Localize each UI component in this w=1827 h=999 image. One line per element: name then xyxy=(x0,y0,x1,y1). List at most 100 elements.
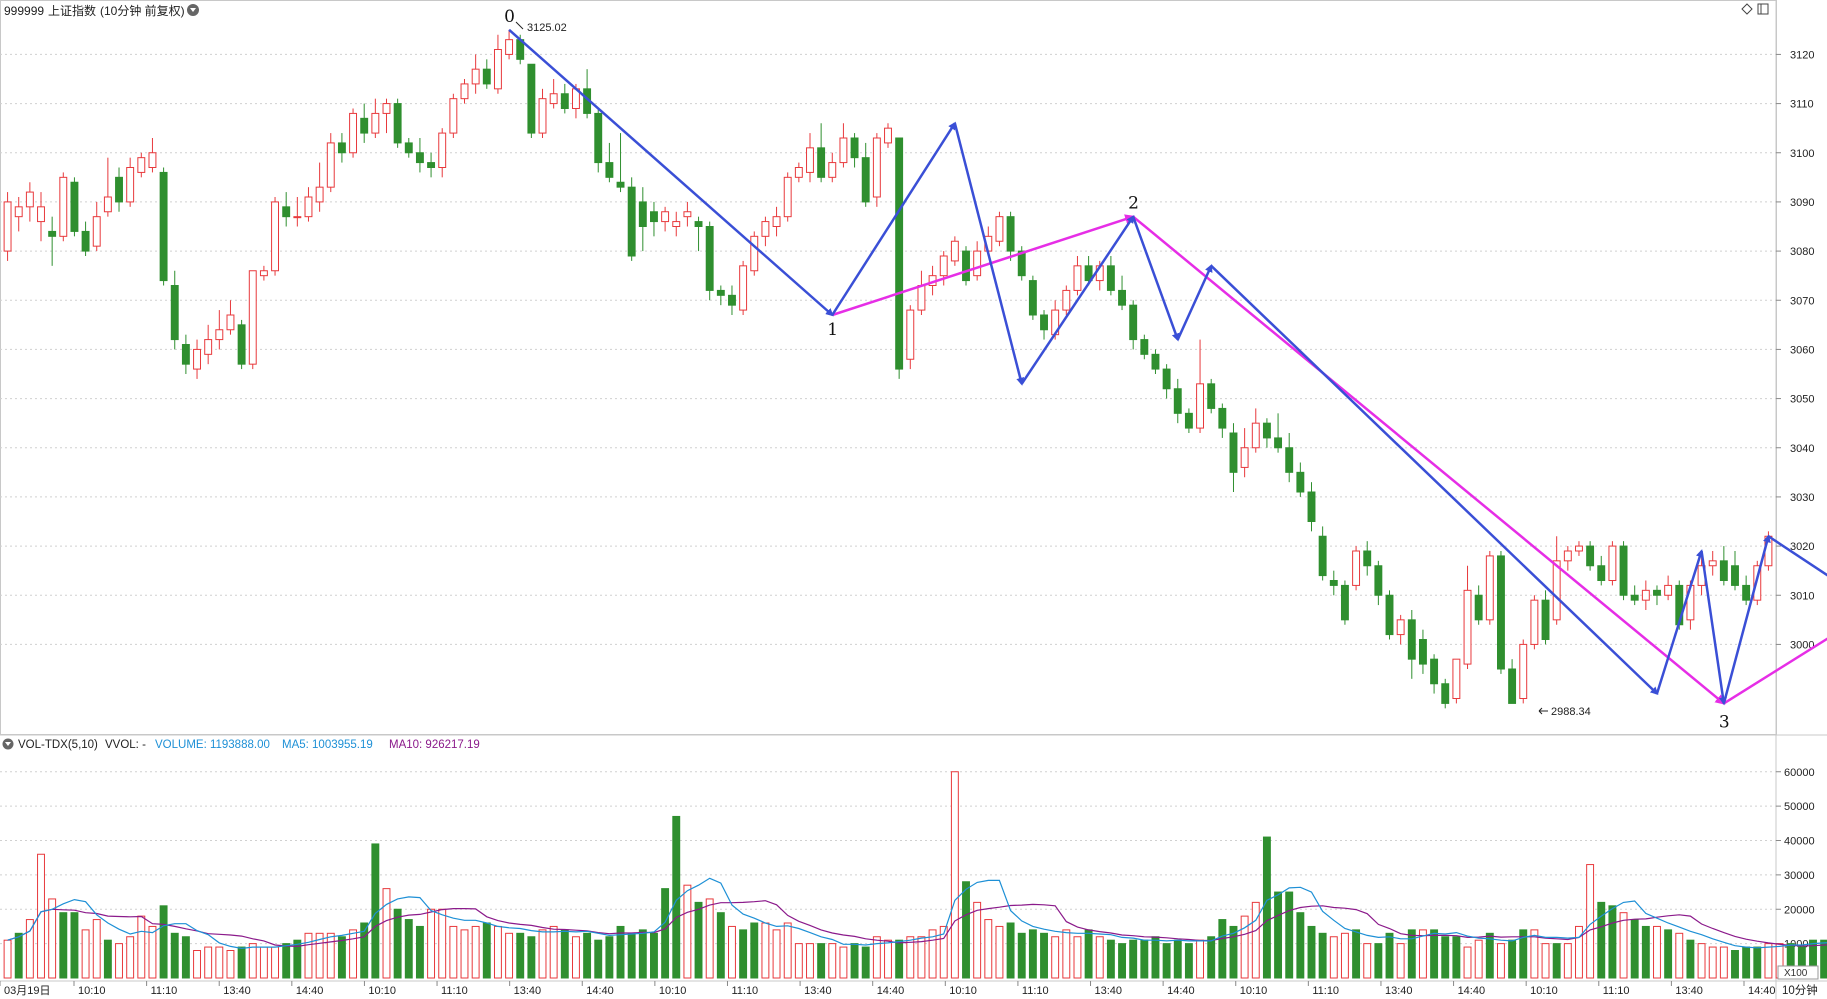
period-label[interactable]: 10分钟 xyxy=(1782,983,1818,997)
wave-blue-segment xyxy=(1176,264,1213,341)
volume-bar xyxy=(527,936,536,979)
candle-down xyxy=(1218,407,1227,429)
volume-bar xyxy=(516,932,525,979)
candle-down xyxy=(1162,368,1171,390)
time-tick-label: 11:10 xyxy=(441,985,468,997)
candle-down xyxy=(1017,250,1026,277)
volume-bar xyxy=(237,946,246,979)
time-tick-label: 10:10 xyxy=(78,985,106,997)
volume-bar xyxy=(1463,946,1472,979)
volume-bar xyxy=(1006,922,1015,979)
candle-down xyxy=(1430,658,1439,685)
volume-bar xyxy=(817,943,826,979)
volume-bar xyxy=(1719,946,1728,979)
volume-bar xyxy=(1385,932,1394,979)
volume-bar xyxy=(293,939,302,979)
volume-bar xyxy=(1073,936,1082,979)
candlestick-series xyxy=(3,29,1773,709)
candle-up xyxy=(1352,550,1361,586)
volume-value-label: VOLUME: 1193888.00 xyxy=(155,739,270,751)
candle-down xyxy=(850,137,859,159)
volume-bar xyxy=(137,915,146,979)
time-tick-label: 13:40 xyxy=(1385,985,1413,997)
time-tick-label: 13:40 xyxy=(804,985,832,997)
candle-down xyxy=(1274,437,1283,449)
time-tick-label: 13:40 xyxy=(514,985,542,997)
volume-bar xyxy=(1207,936,1216,979)
candle-down xyxy=(1040,314,1048,331)
volume-bar xyxy=(728,925,736,979)
candle-down xyxy=(1285,447,1294,473)
price-tick-label: 3030 xyxy=(1790,492,1814,504)
volume-bar xyxy=(304,932,313,979)
volume-bar xyxy=(861,946,870,979)
candle-up xyxy=(438,132,447,168)
volume-bar xyxy=(839,946,848,979)
candle-up xyxy=(1664,584,1673,596)
candle-up xyxy=(226,314,235,331)
price-axis: 3000 3010 3020 3030 3040 3050 3060 3070 3080 3090… xyxy=(1776,49,1814,651)
volume-bar xyxy=(48,898,57,979)
volume-bar xyxy=(1118,943,1126,979)
volume-bar xyxy=(505,932,514,979)
candle-up xyxy=(950,240,959,262)
candle-down xyxy=(1262,422,1271,439)
volume-bar xyxy=(382,888,391,979)
candle-down xyxy=(1719,560,1728,581)
candle-down xyxy=(627,186,636,257)
header-dropdown-icon[interactable] xyxy=(187,4,199,16)
volume-tick-label: 60000 xyxy=(1784,767,1815,779)
time-tick-label: 13:40 xyxy=(1675,985,1703,997)
volume-bar xyxy=(482,922,491,979)
volume-bar xyxy=(650,932,658,979)
volume-bar xyxy=(828,943,837,979)
volume-indicator-name: VOL-TDX(5,10) xyxy=(18,739,98,751)
wave-label: 1 xyxy=(827,320,838,340)
wave-blue-segment xyxy=(1767,535,1827,577)
candle-down xyxy=(170,285,179,341)
candle-up xyxy=(304,196,313,218)
time-tick-label: 11:10 xyxy=(1603,985,1630,997)
volume-bar xyxy=(438,908,447,979)
diamond-icon[interactable] xyxy=(1741,3,1753,15)
unit-label: X100 xyxy=(1784,968,1808,979)
volume-bar xyxy=(1731,950,1739,979)
volume-bar xyxy=(315,932,324,979)
volume-bar xyxy=(1608,905,1617,979)
candle-down xyxy=(1619,545,1628,596)
low-pointer xyxy=(1538,707,1548,715)
volume-bar xyxy=(1407,929,1416,979)
candle-up xyxy=(995,216,1004,242)
candle-down xyxy=(48,230,57,237)
unit-box xyxy=(1777,965,1819,980)
volume-bar xyxy=(248,943,257,979)
candle-down xyxy=(1630,594,1639,601)
wave-blue-segment xyxy=(1700,550,1727,706)
candle-down xyxy=(1184,412,1193,429)
candle-down xyxy=(237,324,246,365)
wave-blue-segment xyxy=(1655,549,1704,694)
candle-down xyxy=(895,137,904,370)
candle-up xyxy=(1753,565,1762,601)
volume-bar xyxy=(716,912,725,979)
volume-bar xyxy=(594,939,603,979)
volume-bar xyxy=(872,936,881,979)
volume-bar xyxy=(1764,943,1773,979)
volume-bar xyxy=(560,929,569,979)
volume-bar xyxy=(282,943,291,979)
volume-header-collapse-icon[interactable] xyxy=(2,738,14,750)
volume-bar xyxy=(1452,936,1461,979)
candle-down xyxy=(1084,265,1093,282)
candle-down xyxy=(427,162,436,168)
candle-up xyxy=(3,201,12,252)
panel-toggle-icon[interactable] xyxy=(1757,3,1769,15)
candle-up xyxy=(259,270,268,277)
wave-blue-segment xyxy=(1132,216,1180,342)
candle-down xyxy=(1497,555,1505,670)
candle-up xyxy=(204,339,213,355)
volume-bar xyxy=(1820,939,1827,979)
candle-down xyxy=(1140,339,1149,355)
volume-bar xyxy=(159,905,168,979)
volume-bar xyxy=(1106,939,1115,979)
